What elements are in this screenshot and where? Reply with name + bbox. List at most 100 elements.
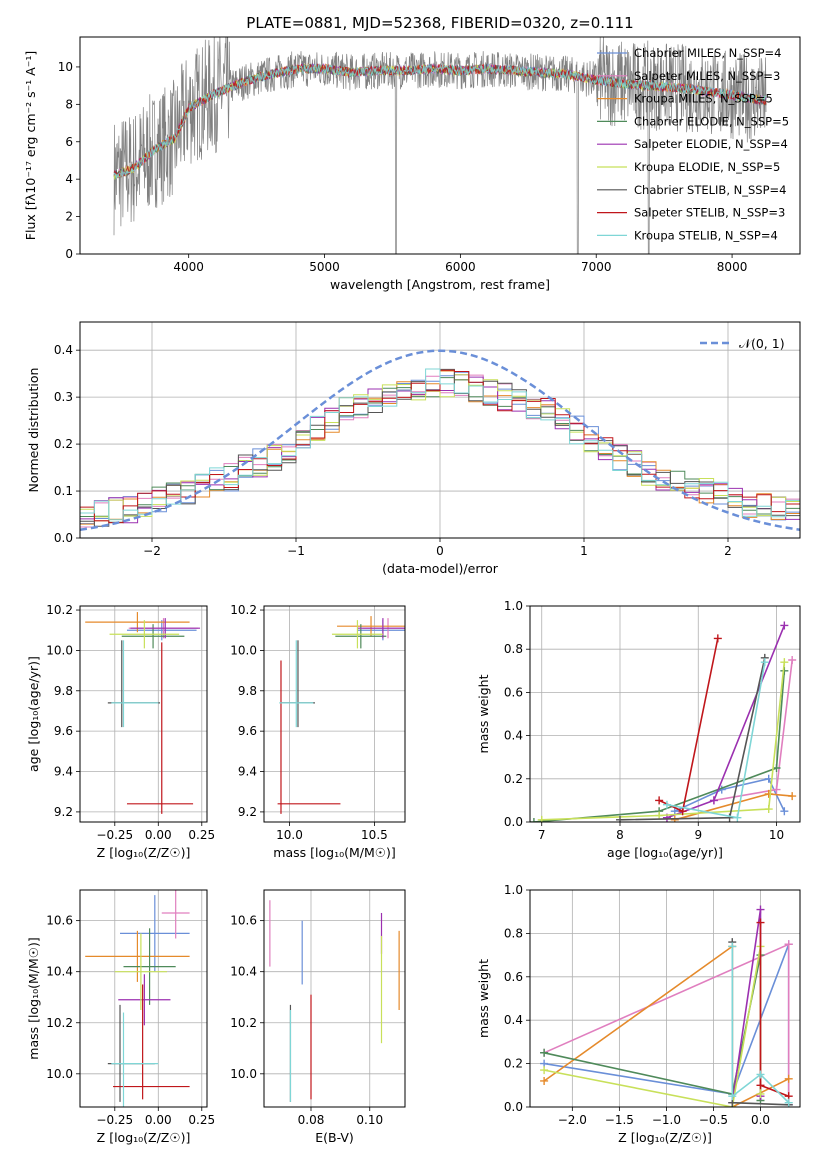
- weight-vs-z-panel: −2.0 −1.5 −1.0 −0.5 0.0 0.0 0.2 0.4 0.6 0.8 1.0 Z […: [476, 883, 801, 1145]
- weight-point-marker: [756, 1089, 765, 1098]
- axes-frame: [79, 321, 801, 539]
- x-tick-label: 4000: [173, 260, 204, 274]
- legend-label: Kroupa MILES, N_SSP=5: [634, 92, 773, 106]
- mass-vs-z-panel: −0.25 0.00 0.25 10.0 10.2 10.4 10.6 Z [log₁₀(Z/…: [26, 889, 215, 1145]
- y-tick-label: 9.6: [54, 724, 73, 738]
- x-axis-label: age [log₁₀(age/yr)]: [607, 845, 723, 860]
- weight-point-marker: [784, 940, 793, 949]
- y-tick-label: 10.2: [46, 603, 73, 617]
- y-tick-label: 0: [65, 247, 73, 261]
- axes-frame: [79, 605, 208, 823]
- x-tick-label: 10.0: [276, 828, 303, 842]
- y-tick-label: 0.1: [54, 484, 73, 498]
- weight-point-marker: [733, 813, 742, 822]
- x-tick-label: 10.5: [361, 828, 388, 842]
- axes-frame: [263, 605, 406, 823]
- y-tick-label: 9.2: [54, 805, 73, 819]
- x-tick-label: −0.25: [96, 828, 133, 842]
- axes-frame: [79, 889, 208, 1108]
- x-tick-label: 0.08: [298, 1113, 325, 1127]
- x-tick-label: 0.00: [145, 828, 172, 842]
- x-tick-label: −0.5: [699, 1113, 728, 1127]
- x-tick-label: −2: [143, 544, 161, 558]
- y-tick-label: 10.2: [230, 603, 257, 617]
- y-tick-label: 2: [65, 210, 73, 224]
- x-tick-label: 7: [538, 828, 546, 842]
- weight-point-marker: [756, 1070, 765, 1079]
- plot-area: [269, 900, 400, 1102]
- weight-point-marker: [756, 918, 765, 927]
- weight-point-marker: [655, 811, 664, 820]
- weight-point-marker: [655, 796, 664, 805]
- weight-point-marker: [530, 818, 538, 822]
- weight-series-line: [731, 946, 790, 1104]
- y-tick-label: 10.0: [46, 643, 73, 657]
- weight-point-marker: [709, 796, 718, 805]
- plot-area: [540, 905, 793, 1107]
- y-tick-label: 9.6: [238, 724, 257, 738]
- y-tick-label: 9.8: [238, 684, 257, 698]
- y-tick-label: 0.0: [504, 1100, 523, 1114]
- weight-point-marker: [540, 1048, 549, 1057]
- x-tick-label: 6000: [445, 260, 476, 274]
- weight-point-marker: [764, 789, 773, 798]
- y-tick-label: 4: [65, 172, 73, 186]
- legend-label: 𝒩(0, 1): [739, 336, 785, 351]
- plot-area: [113, 37, 767, 254]
- y-tick-label: 9.4: [238, 765, 257, 779]
- x-tick-label: 9: [694, 828, 702, 842]
- age-vs-z-panel: −0.25 0.00 0.25 9.2 9.4 9.6 9.8 10.0 10.2 Z [log₁…: [26, 603, 215, 860]
- x-tick-label: 1: [580, 544, 588, 558]
- y-axis-label: age [log₁₀(age/yr)]: [26, 656, 41, 772]
- weight-point-marker: [725, 813, 734, 822]
- x-axis-label: Z [log₁₀(Z/Z☉)]: [97, 1130, 191, 1145]
- weight-point-marker: [780, 807, 789, 816]
- weight-point-marker: [760, 658, 769, 667]
- y-axis-label: mass weight: [476, 959, 491, 1038]
- legend-label: Salpeter MILES, N_SSP=3: [634, 69, 780, 83]
- x-axis-label: Z [log₁₀(Z/Z☉)]: [97, 845, 191, 860]
- y-tick-label: 10: [58, 60, 73, 74]
- legend-label: Chabrier ELODIE, N_SSP=5: [634, 114, 789, 128]
- x-tick-label: 0.25: [188, 828, 215, 842]
- y-axis-label: Normed distribution: [26, 368, 41, 493]
- weight-series-line: [658, 638, 719, 813]
- y-tick-label: 10.2: [46, 1016, 73, 1030]
- y-tick-label: 0.8: [504, 642, 523, 656]
- weight-point-marker: [780, 658, 789, 667]
- weight-point-marker: [540, 1076, 549, 1085]
- y-tick-label: 10.6: [230, 914, 257, 928]
- legend-label: Salpeter ELODIE, N_SSP=4: [634, 137, 788, 151]
- weight-point-marker: [756, 905, 765, 914]
- y-tick-label: 1.0: [504, 599, 523, 613]
- residuals-panel: −2 −1 0 1 2 0.0 0.1 0.2 0.3 0.4 (data-model)/error…: [26, 321, 801, 576]
- weight-point-marker: [540, 1066, 549, 1075]
- x-tick-label: 10: [769, 828, 784, 842]
- y-tick-label: 10.4: [46, 965, 73, 979]
- weight-point-marker: [772, 785, 781, 794]
- x-axis-label: mass [log₁₀(M/M☉)]: [273, 845, 395, 860]
- y-tick-label: 10.0: [230, 643, 257, 657]
- weight-point-marker: [728, 1092, 737, 1101]
- weight-point-marker: [784, 1074, 793, 1083]
- x-tick-label: 8: [616, 828, 624, 842]
- x-tick-label: −2.0: [558, 1113, 587, 1127]
- weight-point-marker: [670, 815, 679, 822]
- x-axis-label: (data-model)/error: [382, 561, 499, 576]
- y-tick-label: 0.6: [504, 970, 523, 984]
- axes-frame: [79, 36, 801, 255]
- y-tick-label: 10.4: [230, 965, 257, 979]
- y-axis-label: mass weight: [476, 674, 491, 753]
- y-tick-label: 10.0: [46, 1067, 73, 1081]
- y-tick-label: 0.8: [504, 926, 523, 940]
- weight-point-marker: [764, 805, 773, 814]
- plot-area: [85, 890, 190, 1107]
- x-tick-label: −0.25: [96, 1113, 133, 1127]
- plot-area: [80, 349, 800, 532]
- weight-point-marker: [678, 807, 687, 816]
- y-tick-label: 9.8: [54, 684, 73, 698]
- y-tick-label: 1.0: [504, 883, 523, 897]
- weight-point-marker: [788, 792, 797, 801]
- age-vs-mass-panel: 10.0 10.5 9.2 9.4 9.6 9.8 10.0 10.2 mass [log₁₀(…: [230, 603, 406, 860]
